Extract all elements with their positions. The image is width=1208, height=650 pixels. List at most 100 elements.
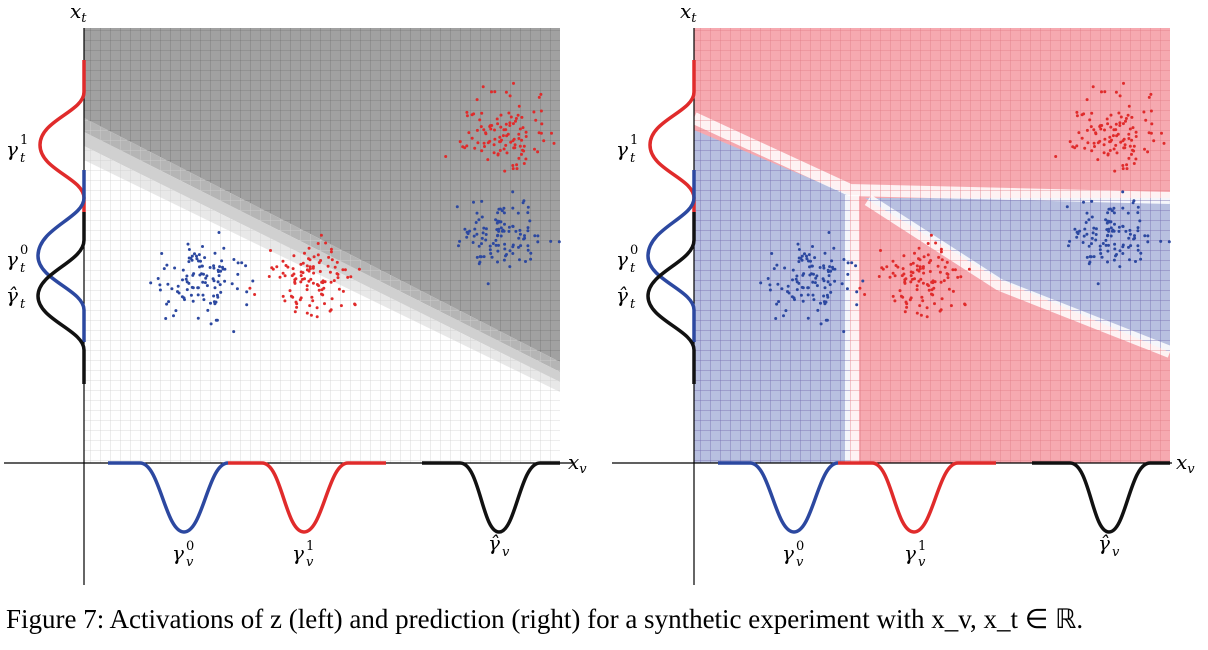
scatter-point bbox=[1114, 122, 1118, 126]
scatter-point bbox=[1146, 240, 1150, 244]
svg-text:γ: γ bbox=[6, 137, 18, 161]
scatter-point bbox=[1109, 125, 1113, 129]
grid-dark bbox=[84, 28, 560, 362]
scatter-point bbox=[511, 139, 515, 143]
label-sub: v bbox=[186, 555, 194, 570]
scatter-point bbox=[299, 262, 303, 266]
scatter-point bbox=[466, 232, 470, 236]
scatter-point bbox=[811, 280, 815, 284]
scatter-point bbox=[312, 271, 316, 275]
scatter-point bbox=[493, 137, 497, 141]
x-axis-label: xv bbox=[1176, 450, 1195, 477]
scatter-point bbox=[170, 287, 174, 291]
activations-panel: xv xt γ 0 v γ 1 v γ̂ v γ 1 t γ bbox=[4, 0, 587, 585]
scatter-point bbox=[212, 266, 216, 270]
marginal-gamma-v1-curve bbox=[838, 461, 996, 534]
scatter-point bbox=[1102, 151, 1106, 155]
scatter-point bbox=[307, 279, 311, 283]
scatter-point bbox=[195, 257, 199, 261]
scatter-point bbox=[522, 162, 526, 165]
scatter-point bbox=[484, 233, 488, 236]
scatter-point bbox=[516, 211, 520, 215]
scatter-point bbox=[520, 138, 524, 142]
scatter-point bbox=[499, 234, 503, 238]
scatter-point bbox=[1090, 215, 1094, 219]
scatter-point bbox=[316, 242, 320, 245]
scatter-point bbox=[493, 90, 497, 94]
scatter-point bbox=[278, 275, 282, 279]
scatter-point bbox=[328, 270, 332, 274]
scatter-point bbox=[777, 300, 781, 304]
scatter-point bbox=[1106, 234, 1109, 238]
scatter-point bbox=[921, 281, 925, 285]
scatter-point bbox=[766, 277, 770, 280]
scatter-point bbox=[1085, 128, 1089, 132]
scatter-point bbox=[305, 284, 309, 288]
scatter-point bbox=[1099, 252, 1103, 255]
scatter-point bbox=[502, 258, 506, 262]
scatter-point bbox=[281, 271, 285, 275]
scatter-point bbox=[292, 254, 296, 258]
scatter-point bbox=[461, 145, 465, 149]
scatter-point bbox=[293, 310, 297, 314]
marginal-gamma-t0-curve bbox=[36, 170, 86, 342]
scatter-point bbox=[915, 311, 919, 315]
scatter-point bbox=[1136, 205, 1140, 209]
scatter-point bbox=[1094, 227, 1098, 231]
scatter-point bbox=[528, 219, 532, 223]
scatter-point bbox=[301, 277, 304, 281]
scatter-point bbox=[1113, 247, 1117, 251]
scatter-point bbox=[768, 288, 772, 292]
scatter-point bbox=[310, 295, 314, 299]
scatter-point bbox=[499, 113, 503, 117]
scatter-point bbox=[891, 259, 895, 263]
scatter-point bbox=[524, 130, 528, 134]
scatter-point bbox=[494, 243, 498, 247]
svg-text:γ: γ bbox=[904, 541, 916, 565]
label-sub: t bbox=[20, 151, 26, 166]
scatter-point bbox=[937, 255, 941, 259]
scatter-point bbox=[522, 144, 526, 148]
scatter-point bbox=[936, 264, 940, 268]
scatter-point bbox=[283, 299, 287, 303]
scatter-point bbox=[925, 283, 929, 286]
scatter-point bbox=[893, 274, 897, 278]
scatter-point bbox=[504, 90, 508, 94]
scatter-point bbox=[1127, 156, 1131, 160]
scatter-point bbox=[508, 265, 512, 269]
scatter-point bbox=[784, 309, 788, 313]
scatter-point bbox=[940, 258, 944, 262]
scatter-point bbox=[521, 201, 525, 205]
scatter-point bbox=[496, 249, 500, 253]
scatter-point bbox=[245, 290, 249, 294]
scatter-point bbox=[517, 104, 521, 108]
scatter-point bbox=[303, 251, 306, 255]
scatter-point bbox=[346, 275, 350, 279]
scatter-point bbox=[269, 249, 272, 252]
scatter-point bbox=[482, 255, 486, 259]
scatter-point bbox=[797, 256, 801, 260]
scatter-point bbox=[863, 293, 867, 296]
scatter-point bbox=[1121, 224, 1125, 228]
scatter-point bbox=[329, 250, 333, 254]
scatter-point bbox=[1134, 135, 1138, 138]
scatter-point bbox=[315, 306, 319, 310]
scatter-point bbox=[1096, 282, 1100, 286]
scatter-point bbox=[330, 258, 334, 262]
scatter-point bbox=[831, 265, 834, 269]
scatter-point bbox=[1090, 236, 1094, 240]
scatter-point bbox=[330, 297, 334, 301]
scatter-point bbox=[235, 287, 239, 291]
scatter-point bbox=[484, 131, 488, 135]
scatter-point bbox=[489, 252, 493, 255]
scatter-point bbox=[909, 262, 913, 266]
scatter-point bbox=[518, 144, 522, 148]
scatter-point bbox=[1118, 124, 1122, 127]
scatter-point bbox=[1125, 163, 1129, 167]
scatter-point bbox=[509, 115, 513, 119]
scatter-point bbox=[472, 234, 476, 238]
scatter-point bbox=[533, 147, 536, 151]
scatter-point bbox=[879, 249, 882, 252]
scatter-point bbox=[833, 279, 837, 283]
scatter-point bbox=[526, 226, 530, 230]
